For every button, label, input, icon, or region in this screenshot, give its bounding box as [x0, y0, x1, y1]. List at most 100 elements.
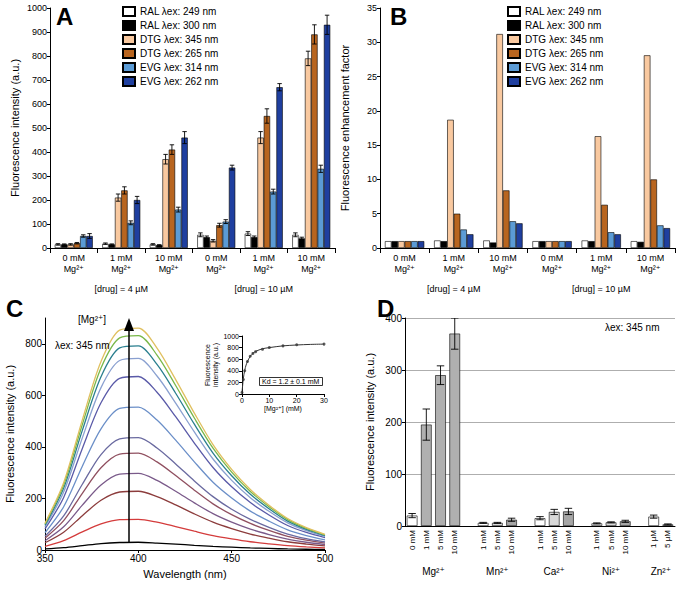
svg-text:λex: 345 nm: λex: 345 nm	[605, 322, 659, 333]
svg-text:EVG λex: 262 nm: EVG λex: 262 nm	[140, 76, 218, 87]
svg-text:0 mM: 0 mM	[63, 253, 86, 263]
svg-text:Mn²⁺: Mn²⁺	[486, 566, 509, 577]
svg-text:10 mM: 10 mM	[564, 530, 573, 555]
svg-text:Mg²⁺: Mg²⁺	[159, 264, 179, 274]
svg-text:Ca²⁺: Ca²⁺	[544, 566, 565, 577]
svg-text:1000: 1000	[223, 333, 239, 340]
svg-text:500: 500	[32, 123, 47, 133]
svg-text:10 mM: 10 mM	[450, 530, 459, 555]
svg-text:Mg²⁺: Mg²⁺	[111, 264, 131, 274]
svg-text:5 mM: 5 mM	[436, 530, 445, 550]
svg-text:0: 0	[235, 391, 239, 398]
svg-text:1 mM: 1 mM	[536, 530, 545, 550]
svg-text:Wavelength (nm): Wavelength (nm)	[143, 568, 226, 580]
svg-text:0 mM: 0 mM	[205, 253, 228, 263]
svg-text:1 mM: 1 mM	[253, 253, 276, 263]
svg-text:Fluorescence intensity (a.u.): Fluorescence intensity (a.u.)	[9, 59, 21, 197]
svg-text:30: 30	[367, 37, 377, 47]
svg-text:25: 25	[367, 72, 377, 82]
svg-text:intensity (a.u.): intensity (a.u.)	[212, 343, 220, 387]
svg-text:1000: 1000	[27, 3, 47, 13]
svg-text:200: 200	[32, 195, 47, 205]
svg-text:Zn²⁺: Zn²⁺	[651, 566, 671, 577]
svg-text:100: 100	[32, 219, 47, 229]
svg-text:1 µM: 1 µM	[649, 530, 658, 548]
svg-text:20: 20	[293, 397, 301, 404]
svg-text:Mg²⁺: Mg²⁺	[64, 264, 84, 274]
svg-text:[drug] = 4 µM: [drug] = 4 µM	[427, 284, 480, 294]
svg-text:0 mM: 0 mM	[408, 530, 417, 550]
svg-text:Mg²⁺: Mg²⁺	[422, 566, 445, 577]
svg-text:200: 200	[385, 417, 402, 428]
svg-text:700: 700	[32, 75, 47, 85]
svg-text:20: 20	[367, 106, 377, 116]
svg-text:1 mM: 1 mM	[443, 253, 466, 263]
svg-text:5 mM: 5 mM	[550, 530, 559, 550]
svg-text:[drug] = 10 µM: [drug] = 10 µM	[572, 284, 630, 294]
svg-text:600: 600	[32, 99, 47, 109]
svg-text:Fluorescence: Fluorescence	[204, 344, 211, 386]
svg-text:10 mM: 10 mM	[507, 530, 516, 555]
svg-text:600: 600	[25, 390, 42, 401]
svg-text:200: 200	[227, 379, 239, 386]
svg-text:0: 0	[42, 243, 47, 253]
svg-text:5 mM: 5 mM	[607, 530, 616, 550]
svg-text:1 mM: 1 mM	[479, 530, 488, 550]
svg-text:10: 10	[367, 174, 377, 184]
svg-text:0: 0	[396, 521, 402, 532]
svg-text:DTG λex: 345 nm: DTG λex: 345 nm	[525, 34, 603, 45]
svg-text:10 mM: 10 mM	[621, 530, 630, 555]
svg-text:Mg²⁺: Mg²⁺	[206, 264, 226, 274]
svg-text:400: 400	[227, 367, 239, 374]
svg-text:Mg²⁺: Mg²⁺	[394, 264, 414, 274]
svg-text:800: 800	[25, 338, 42, 349]
svg-text:EVG λex: 314 nm: EVG λex: 314 nm	[140, 62, 218, 73]
svg-text:DTG λex: 345 nm: DTG λex: 345 nm	[140, 34, 218, 45]
svg-text:0 mM: 0 mM	[541, 253, 564, 263]
svg-text:C: C	[6, 295, 23, 322]
svg-text:[drug] = 4 µM: [drug] = 4 µM	[95, 284, 148, 294]
svg-text:5 mM: 5 mM	[493, 530, 502, 550]
svg-text:EVG λex: 262 nm: EVG λex: 262 nm	[525, 76, 603, 87]
svg-text:Mg²⁺: Mg²⁺	[444, 264, 464, 274]
svg-text:B: B	[390, 3, 407, 30]
svg-text:[Mg²⁺]: [Mg²⁺]	[78, 314, 106, 325]
svg-text:10 mM: 10 mM	[489, 253, 517, 263]
svg-text:5 µM: 5 µM	[663, 530, 672, 548]
svg-text:400: 400	[130, 553, 147, 564]
svg-text:800: 800	[32, 51, 47, 61]
svg-text:DTG λex: 265 nm: DTG λex: 265 nm	[140, 48, 218, 59]
svg-text:D: D	[377, 295, 394, 322]
svg-text:0: 0	[372, 243, 377, 253]
svg-text:Mg²⁺: Mg²⁺	[640, 264, 660, 274]
svg-text:1 mM: 1 mM	[422, 530, 431, 550]
svg-text:RAL λex: 300 nm: RAL λex: 300 nm	[525, 20, 601, 31]
svg-text:600: 600	[227, 356, 239, 363]
svg-text:Fluorescence intensity (a.u.): Fluorescence intensity (a.u.)	[364, 353, 376, 491]
svg-text:10 mM: 10 mM	[637, 253, 665, 263]
svg-text:200: 200	[25, 493, 42, 504]
svg-text:DTG λex: 265 nm: DTG λex: 265 nm	[525, 48, 603, 59]
svg-text:350: 350	[37, 553, 54, 564]
svg-text:0: 0	[240, 397, 244, 404]
svg-text:Kd = 1.2 ± 0.1 mM: Kd = 1.2 ± 0.1 mM	[262, 378, 320, 385]
svg-text:900: 900	[32, 27, 47, 37]
svg-text:10 mM: 10 mM	[155, 253, 183, 263]
svg-text:Mg²⁺: Mg²⁺	[542, 264, 562, 274]
svg-text:800: 800	[227, 344, 239, 351]
svg-text:[drug] = 10 µM: [drug] = 10 µM	[235, 284, 293, 294]
svg-text:10 mM: 10 mM	[297, 253, 325, 263]
svg-text:1 mM: 1 mM	[110, 253, 133, 263]
svg-text:RAL λex: 249 nm: RAL λex: 249 nm	[140, 6, 216, 17]
svg-text:1 mM: 1 mM	[592, 530, 601, 550]
svg-text:λex: 345 nm: λex: 345 nm	[55, 340, 109, 351]
svg-text:500: 500	[317, 553, 334, 564]
svg-text:A: A	[56, 3, 73, 30]
svg-text:15: 15	[367, 140, 377, 150]
svg-text:Mg²⁺: Mg²⁺	[493, 264, 513, 274]
svg-text:Mg²⁺: Mg²⁺	[254, 264, 274, 274]
svg-text:0 mM: 0 mM	[393, 253, 416, 263]
svg-text:[Mg²⁺] (mM): [Mg²⁺] (mM)	[264, 405, 302, 413]
svg-text:EVG λex: 314 nm: EVG λex: 314 nm	[525, 62, 603, 73]
svg-text:35: 35	[367, 3, 377, 13]
